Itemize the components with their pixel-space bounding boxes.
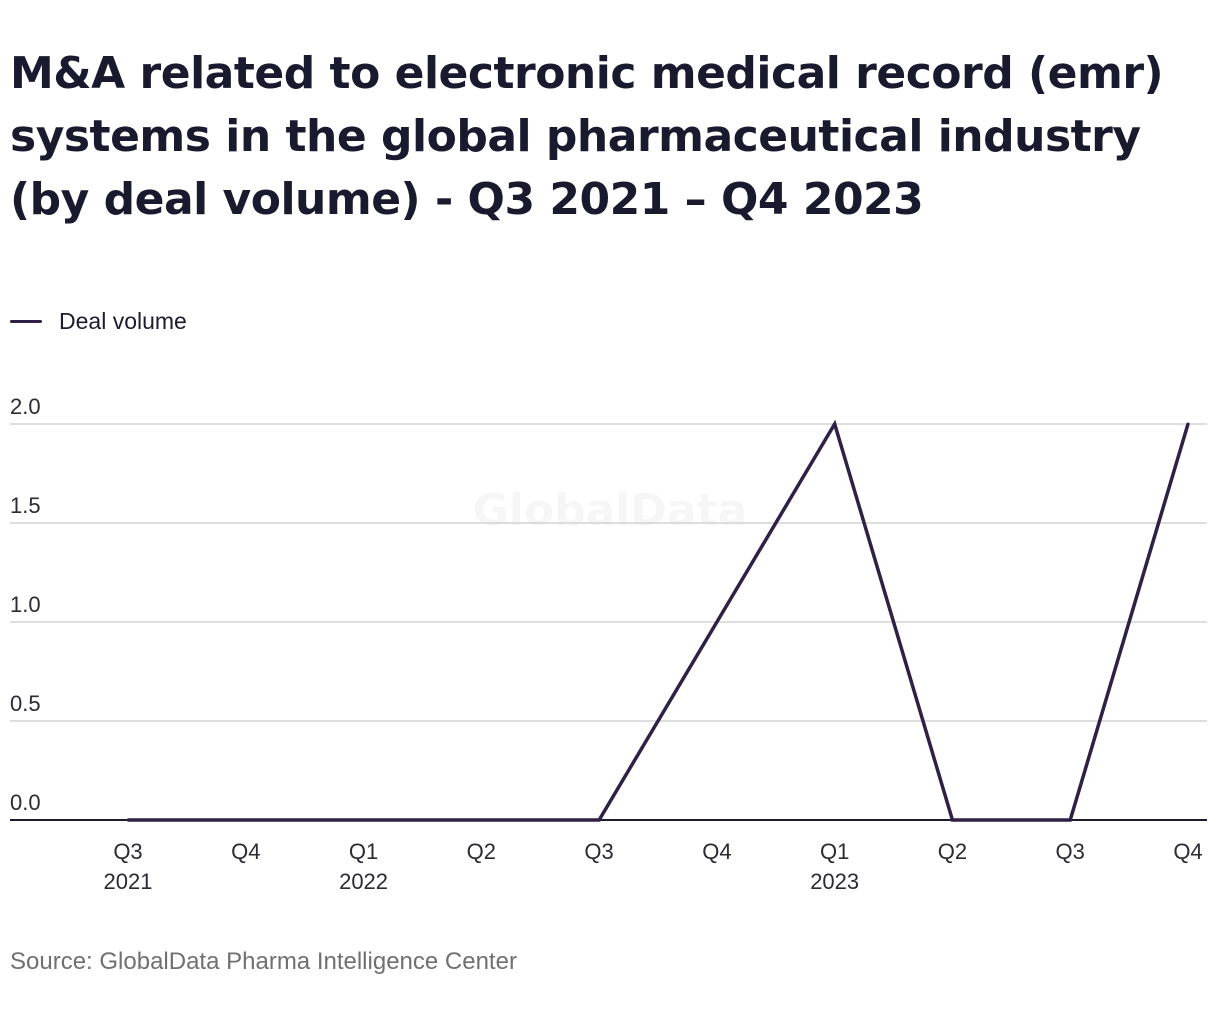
x-tick-year-label: 2023 xyxy=(810,869,859,894)
x-tick-label: Q1 xyxy=(820,839,849,864)
data-point xyxy=(1186,422,1190,426)
x-tick-label: Q3 xyxy=(1056,839,1085,864)
y-tick-label: 0.0 xyxy=(10,790,41,815)
x-tick-label: Q3 xyxy=(584,839,613,864)
x-tick-year-label: 2021 xyxy=(104,869,153,894)
x-tick-label: Q4 xyxy=(231,839,260,864)
watermark-text: GlobalData xyxy=(473,485,748,536)
y-tick-label: 0.5 xyxy=(10,691,41,716)
x-tick-label: Q4 xyxy=(1173,839,1202,864)
y-tick-label: 1.0 xyxy=(10,592,41,617)
series-line-deal-volume xyxy=(128,419,1190,822)
legend: Deal volume xyxy=(10,306,187,336)
data-point xyxy=(126,818,130,822)
x-tick-label: Q2 xyxy=(467,839,496,864)
data-point xyxy=(950,818,954,822)
source-note: Source: GlobalData Pharma Intelligence C… xyxy=(10,948,517,975)
data-point xyxy=(479,818,483,822)
x-tick-label: Q4 xyxy=(702,839,731,864)
y-tick-label: 1.5 xyxy=(10,493,41,518)
x-tick-label: Q3 xyxy=(113,839,142,864)
y-tick-label: 2.0 xyxy=(10,394,41,419)
legend-swatch xyxy=(10,319,42,323)
data-point xyxy=(597,818,601,822)
chart-plot: GlobalData 0.0 0.5 1.0 1.5 2.0 Q3 2021 Q4 Q1 2022 Q… xyxy=(10,394,1207,894)
x-tick-label: Q1 xyxy=(349,839,378,864)
data-point xyxy=(362,818,366,822)
data-point xyxy=(833,422,837,426)
x-tick-label: Q2 xyxy=(938,839,967,864)
data-point xyxy=(1068,818,1072,822)
x-tick-year-label: 2022 xyxy=(339,869,388,894)
chart-title: M&A related to electronic medical record… xyxy=(10,48,1164,225)
legend-label: Deal volume xyxy=(59,307,187,334)
data-point xyxy=(715,620,719,624)
data-point xyxy=(244,818,248,822)
